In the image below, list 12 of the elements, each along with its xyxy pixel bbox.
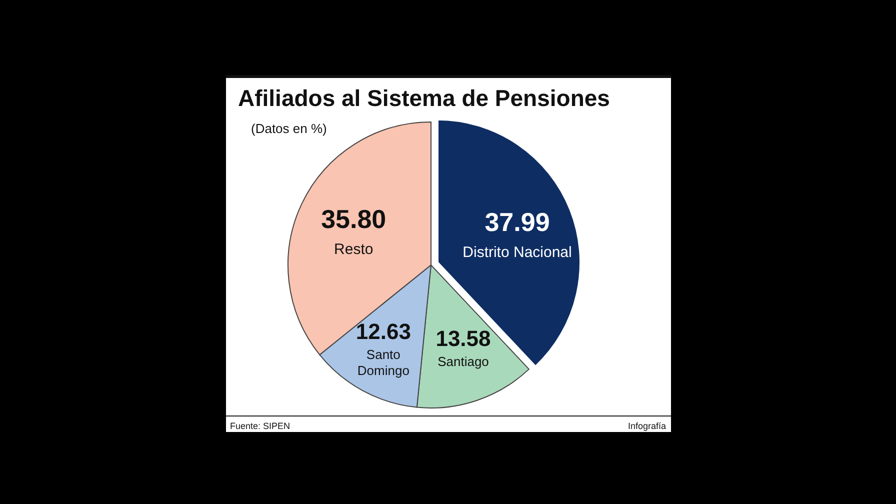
slice-label: Resto	[334, 240, 374, 258]
data-label: 13.58	[436, 326, 491, 351]
text: Infografía	[628, 421, 666, 431]
chart-subtitle: (Datos en %)	[251, 121, 327, 136]
slice-label: Santo Domingo	[357, 347, 410, 378]
chart-title: Afiliados al Sistema de Pensiones	[238, 85, 610, 111]
slice-label: Santiago	[438, 354, 489, 369]
data-label: 12.63	[356, 319, 411, 344]
data-label: 37.99	[484, 206, 550, 237]
source-note: Fuente: SIPEN	[230, 421, 290, 431]
data-label: 35.80	[321, 204, 386, 234]
slice-label: Distrito Nacional	[462, 244, 572, 261]
